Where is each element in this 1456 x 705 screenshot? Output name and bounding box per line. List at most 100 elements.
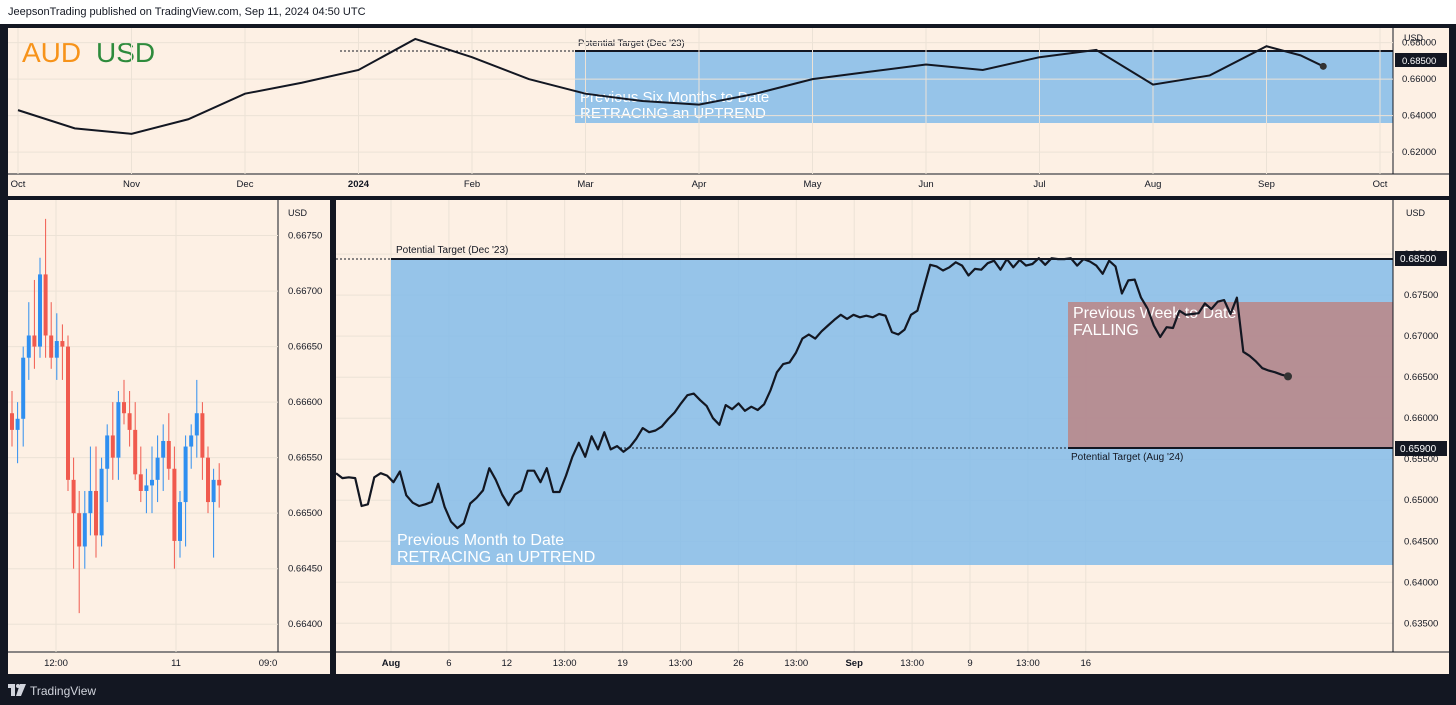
main-price-tag-bottom — [1395, 441, 1447, 456]
candle-body — [82, 513, 87, 547]
top-x-tick-label: Mar — [577, 179, 593, 190]
candle-body — [194, 413, 199, 436]
main-panel: Potential Target (Dec '23) Potential Tar… — [335, 200, 1449, 669]
main-y-tick-label: 0.63500 — [1404, 618, 1438, 629]
top-x-tick-label: Feb — [464, 179, 480, 190]
main-x-tick-label: 13:00 — [669, 658, 693, 669]
main-x-tick-label: 19 — [617, 658, 628, 669]
top-panel: Potential Target (Dec '23) Previous Six … — [8, 28, 1449, 190]
publish-header: JeepsonTrading published on TradingView.… — [0, 0, 1456, 24]
main-x-tick-label: Aug — [382, 658, 401, 669]
left-panel: USD 0.66750 0.66700 0.66650 0.66600 0.66550 0… — [8, 200, 330, 669]
red-zone-text-2: FALLING — [1073, 322, 1139, 339]
left-axis-unit: USD — [288, 208, 308, 218]
main-x-tick-label: 12 — [502, 658, 513, 669]
candle-body — [71, 479, 76, 514]
main-price-tag-top-label: 0.68500 — [1400, 254, 1437, 265]
top-y-tick-label: 0.66000 — [1402, 74, 1436, 85]
candle-body — [66, 346, 70, 480]
main-price-tag-top — [1395, 251, 1447, 266]
candle-body — [60, 341, 65, 347]
top-axis-unit: USD — [1404, 33, 1424, 43]
top-price-line — [17, 37, 1324, 135]
main-price-tag-bottom-label: 0.65900 — [1400, 444, 1437, 455]
top-price-tag-label: 0.68500 — [1402, 56, 1436, 67]
left-y-tick-label: 0.66600 — [288, 397, 322, 408]
top-x-tick-label: Dec — [237, 179, 254, 190]
top-x-tick-label: Nov — [123, 179, 140, 190]
left-y-tick-label: 0.66400 — [288, 619, 322, 630]
top-last-point — [1319, 62, 1327, 70]
top-target-label: Potential Target (Dec '23) — [578, 38, 685, 49]
symbol-base: AUD — [22, 37, 81, 68]
candle-body — [105, 435, 110, 469]
top-x-tick-label: Sep — [1258, 179, 1275, 190]
left-y-tick-label: 0.66700 — [288, 286, 322, 297]
candle-body — [206, 457, 210, 503]
left-y-tick-label: 0.66550 — [288, 453, 322, 464]
top-price-tag — [1395, 53, 1447, 67]
candle-body — [172, 468, 177, 541]
candle-body — [15, 418, 20, 430]
top-x-tick-label: Oct — [1373, 179, 1388, 190]
top-zone-text-1: Previous Six Months to Date — [580, 89, 769, 106]
candle-body — [94, 490, 98, 536]
main-y-tick-label: 0.66500 — [1404, 372, 1438, 383]
candle-body — [189, 435, 194, 447]
candle-body — [99, 468, 104, 536]
symbol-quote: USD — [96, 37, 155, 68]
main-price-line — [335, 257, 1289, 530]
top-y-tick-label: 0.62000 — [1402, 147, 1436, 158]
candle-body — [43, 274, 48, 336]
candle-body — [26, 335, 31, 358]
candle-body — [150, 479, 154, 486]
left-axis-bg — [278, 200, 330, 652]
main-x-tick-label: 6 — [446, 658, 451, 669]
main-axis-bg — [1393, 200, 1449, 652]
candle-body — [77, 513, 82, 547]
candle-body — [88, 490, 93, 514]
main-y-tick-label: 0.64000 — [1404, 577, 1438, 588]
blue-zone-text-1: Previous Month to Date — [397, 532, 564, 549]
candle-body — [133, 429, 138, 475]
footer-brand: TradingView — [30, 684, 97, 698]
main-x-tick-label: 9 — [967, 658, 972, 669]
main-axis-unit: USD — [1406, 208, 1426, 218]
top-x-tick-label: 2024 — [348, 179, 370, 190]
top-x-tick-label: Apr — [692, 179, 707, 190]
left-y-tick-label: 0.66450 — [288, 564, 322, 575]
left-y-tick-label: 0.66650 — [288, 342, 322, 353]
candle-body — [122, 402, 126, 414]
top-y-tick-label: 0.64000 — [1402, 111, 1436, 122]
candle-body — [178, 502, 182, 541]
main-x-tick-label: 13:00 — [1016, 658, 1040, 669]
main-y-tick-label: 0.65500 — [1404, 454, 1438, 465]
left-y-tick-label: 0.66500 — [288, 508, 322, 519]
left-x-tick-label: 11 — [171, 658, 181, 669]
candle-body — [211, 479, 216, 503]
candle-body — [138, 474, 143, 491]
candle-body — [166, 440, 171, 469]
blue-zone-text-2: RETRACING an UPTREND — [397, 549, 595, 566]
left-x-tick-label: 09:0 — [259, 658, 278, 669]
top-zone — [575, 52, 1393, 123]
candle-body — [155, 457, 160, 480]
main-x-tick-label: 16 — [1081, 658, 1092, 669]
candle-body — [183, 446, 188, 503]
candle-body — [217, 479, 222, 486]
top-x-tick-label: Oct — [11, 179, 26, 190]
red-zone-text-1: Previous Week to Date — [1073, 305, 1236, 322]
main-y-tick-label: 0.66000 — [1404, 413, 1438, 424]
candle-body — [21, 357, 26, 419]
candle-body — [54, 341, 59, 358]
main-x-tick-label: 26 — [733, 658, 744, 669]
left-x-tick-label: 12:00 — [44, 658, 68, 669]
footer-bar: TradingView — [0, 676, 1456, 705]
candle-body — [110, 435, 115, 458]
top-axis-bg — [1393, 28, 1449, 174]
top-y-tick-label: 0.68000 — [1402, 38, 1436, 49]
top-x-tick-label: Jul — [1033, 179, 1045, 190]
main-x-tick-label: 13:00 — [553, 658, 577, 669]
main-y-tick-label: 0.64500 — [1404, 536, 1438, 547]
